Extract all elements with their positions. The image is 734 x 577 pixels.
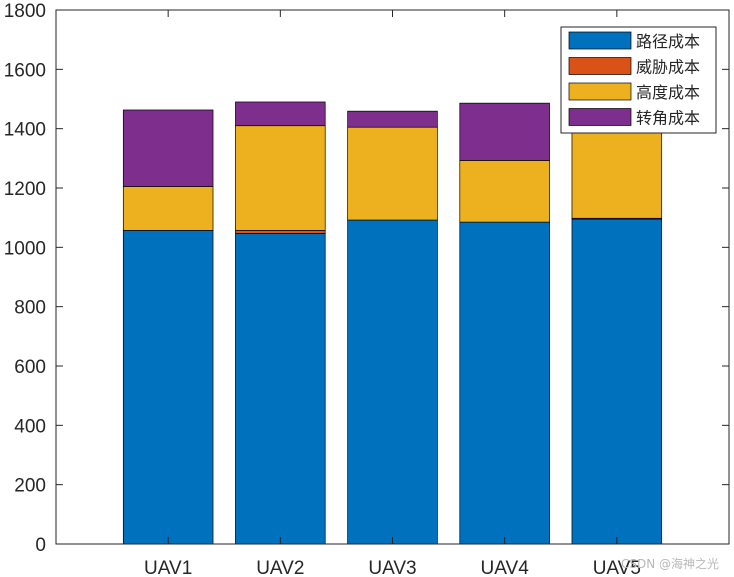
legend-swatch: [568, 108, 632, 126]
bar-segment-uav2-series-3: [235, 125, 326, 231]
bar-segment-uav2-series-1: [235, 233, 326, 545]
bar-segment-uav4-series-1: [459, 221, 550, 545]
y-tick-label: 0: [35, 535, 46, 556]
bar-segment-uav4-series-4: [459, 102, 550, 161]
bar-segment-uav3-series-1: [347, 219, 438, 545]
bars-layer: [122, 101, 663, 545]
legend-swatch: [568, 31, 632, 50]
y-tick-label: 1600: [4, 60, 46, 81]
x-tick-label: UAV2: [256, 558, 304, 577]
x-axis: UAV1 UAV2 UAV3 UAV4 UAV5: [144, 10, 641, 577]
y-tick-label: 1800: [4, 1, 46, 22]
legend-swatch: [568, 57, 632, 75]
legend-entry-label: 转角成本: [636, 109, 700, 128]
bar-segment-uav1-series-1: [122, 230, 214, 545]
bar-segment-uav1-series-4: [122, 109, 214, 187]
legend-entry-label: 高度成本: [636, 83, 700, 102]
bar-segment-uav2-series-2: [235, 230, 326, 234]
x-tick-label: UAV5: [593, 558, 641, 577]
y-tick-label: 800: [14, 298, 46, 319]
legend-entry-label: 路径成本: [636, 32, 700, 51]
x-tick-label: UAV4: [481, 558, 530, 577]
y-tick-label: 200: [14, 476, 46, 497]
x-tick-label: UAV1: [144, 558, 192, 577]
x-tick-label: UAV3: [368, 558, 416, 577]
y-tick-label: 1400: [4, 120, 46, 141]
bar-segment-uav4-series-3: [459, 160, 550, 223]
bar-segment-uav3-series-3: [347, 126, 438, 221]
y-tick-label: 600: [14, 357, 46, 378]
bar-segment-uav1-series-3: [122, 186, 214, 231]
bar-segment-uav2-series-4: [235, 101, 326, 127]
legend-swatch: [568, 82, 632, 101]
y-tick-label: 1000: [4, 238, 46, 259]
legend-entry-label: 威胁成本: [636, 58, 700, 77]
y-axis: 0 200 400 600 800 1000 1200 1400 1600 1800: [4, 1, 729, 556]
y-tick-label: 400: [14, 416, 46, 437]
watermark-text: CSDN @海神之光: [621, 556, 719, 571]
bar-segment-uav5-series-1: [571, 218, 663, 545]
bar-segment-uav3-series-4: [347, 110, 438, 128]
y-tick-label: 1200: [4, 179, 46, 200]
bar-segment-uav5-series-3: [571, 125, 663, 219]
